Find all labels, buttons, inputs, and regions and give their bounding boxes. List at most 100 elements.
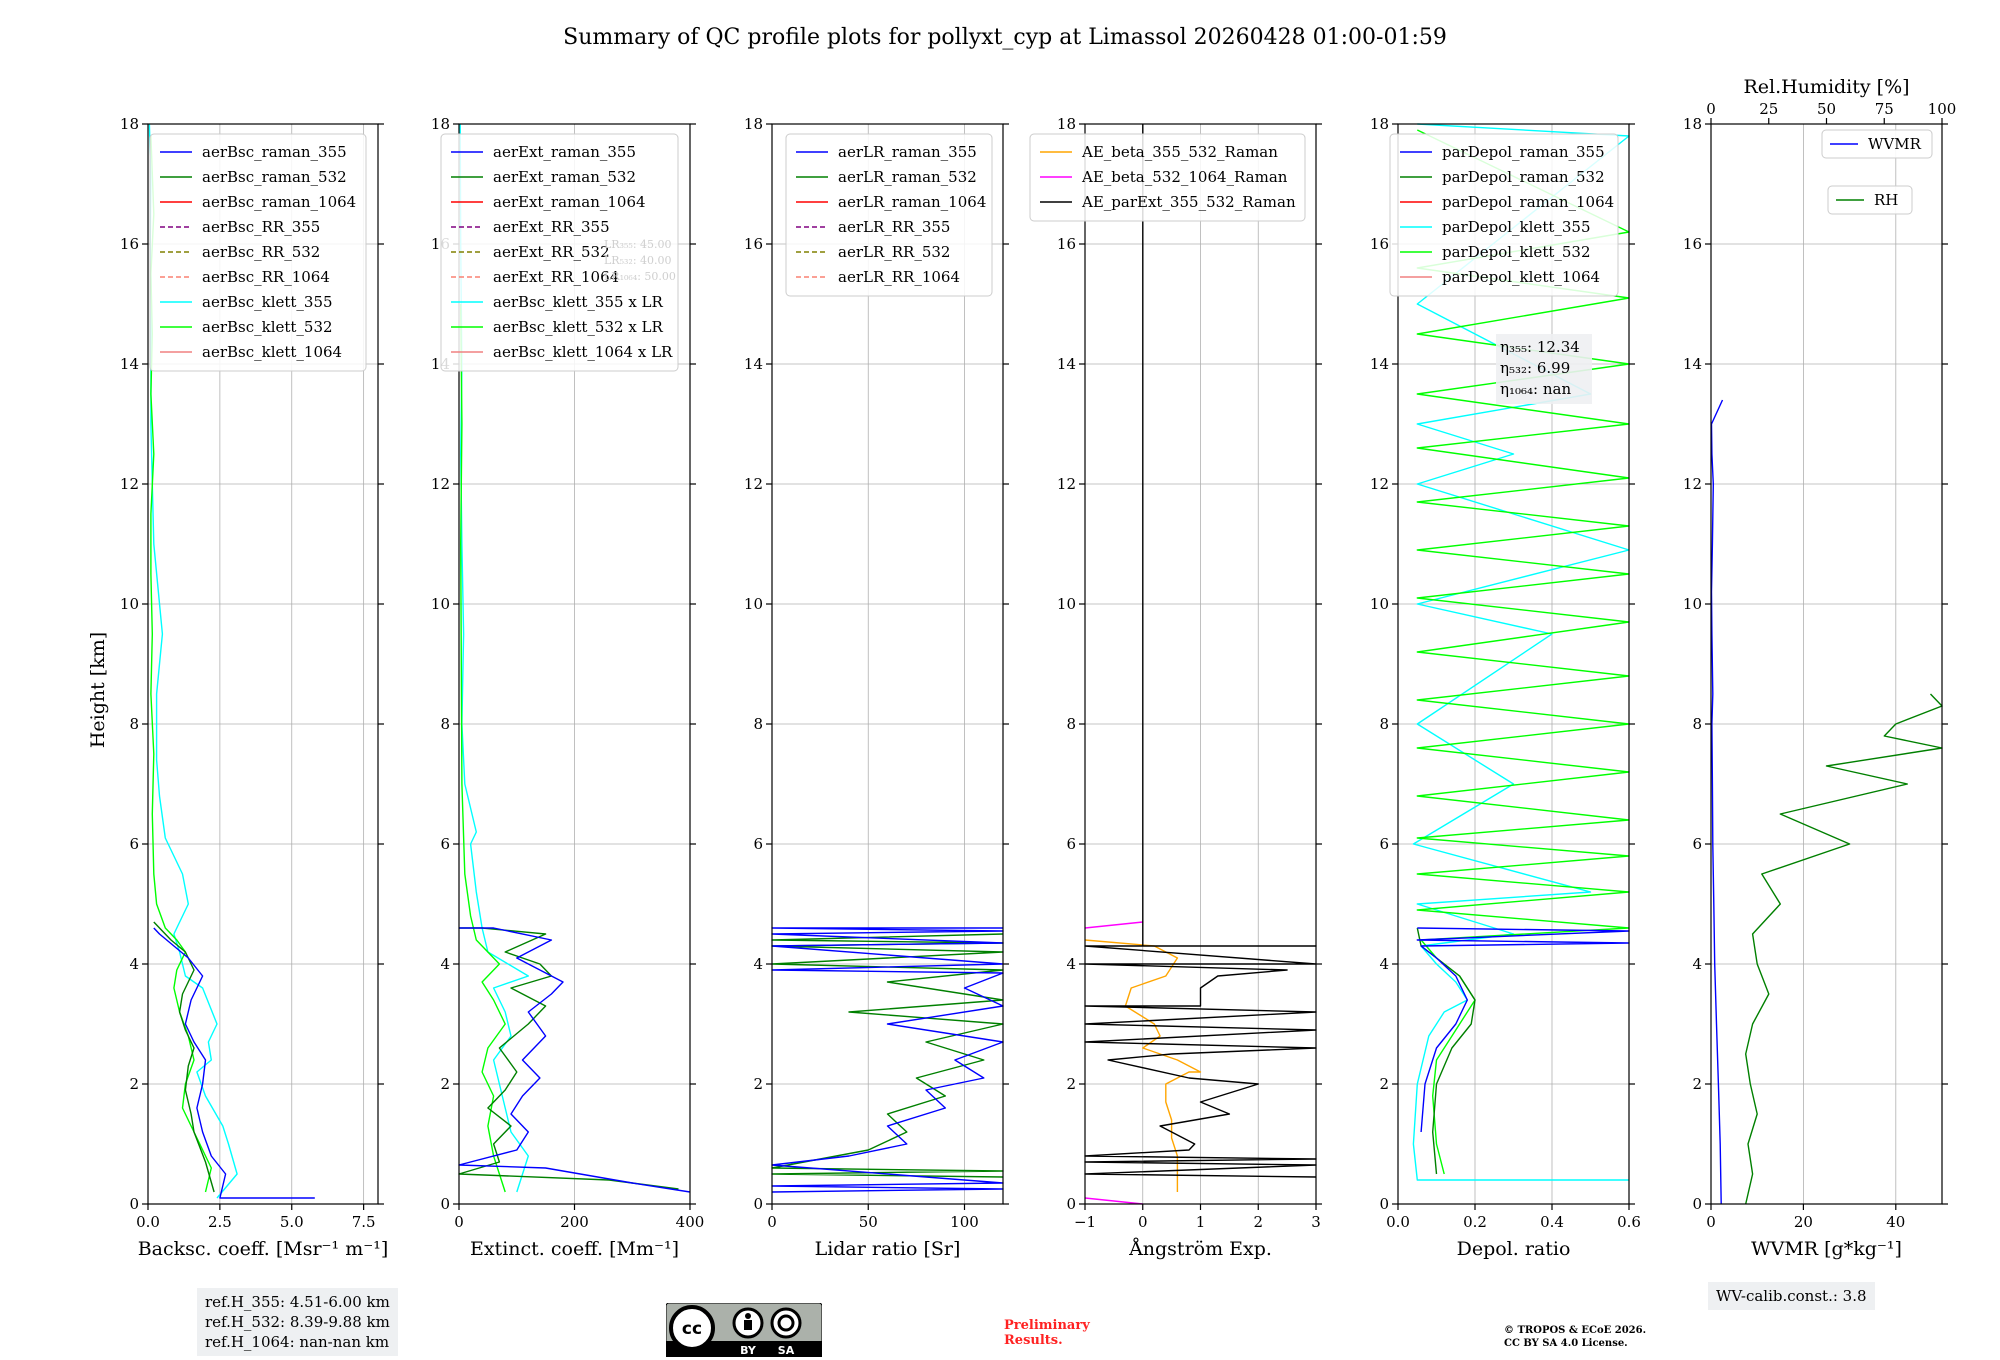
series-AE_parExt_355_532_Raman [1084,124,1317,1178]
panel-lr: 0 2 4 6 8 10 12 14 16 18 0 50 100 Lidar ratio [Sr] aer… [744,115,1009,1260]
ytick-label: 14 [1683,355,1702,373]
legend-label: aerLR_raman_532 [838,168,977,186]
lr-note: LR₁₀₆₄: 50.00 [604,270,676,283]
xtick-label: 5.0 [280,1213,304,1231]
legend-label: RH [1874,191,1898,209]
series-group-bsc [148,123,315,1199]
series-aerBsc_klett_532 x LR [460,303,506,1193]
legend-label: aerExt_raman_532 [493,168,636,186]
legend-label: parDepol_raman_355 [1442,143,1605,161]
preliminary-note: Preliminary Results. [1004,1318,1090,1348]
ytick-label: 18 [431,115,450,133]
series-AE_beta_532_1064_Raman_top [1084,921,1143,929]
ytick-label: 16 [1683,235,1702,253]
legend-label: aerLR_raman_355 [838,143,977,161]
lr-note: LR₃₅₅: 45.00 [604,238,672,251]
axes-frame-lr [771,123,1004,1205]
series-AE_beta_532_1064_Raman [1084,1197,1143,1205]
ytick-label: 12 [431,475,450,493]
ytick-label: 2 [129,1075,139,1093]
ytick-label: 16 [120,235,139,253]
xtick-label: 0.0 [1386,1213,1410,1231]
axes-frame-depol [1397,123,1630,1205]
figure-title: Summary of QC profile plots for pollyxt_… [563,25,1447,50]
by-label: BY [740,1344,757,1357]
ytick-label: 14 [120,355,139,373]
ytick-label: 8 [1692,715,1702,733]
ytick-label: 6 [1066,835,1076,853]
ytick-label: 0 [129,1195,139,1213]
ytick-label: 4 [1066,955,1076,973]
top-axis-label: Rel.Humidity [%] [1743,76,1909,98]
xtick-label: 50 [859,1213,878,1231]
ytick-label: 16 [1370,235,1389,253]
ytick-label: 8 [753,715,763,733]
xtick-label: 2.5 [208,1213,232,1231]
xtick-label: −1 [1074,1213,1096,1231]
legend-label: AE_beta_355_532_Raman [1081,143,1278,161]
ytick-label: 0 [1066,1195,1076,1213]
copyright-line-2: CC BY SA 4.0 License. [1504,1338,1628,1349]
ytick-label: 2 [1692,1075,1702,1093]
xtick-label: 7.5 [352,1213,376,1231]
eta-note: η₃₅₅: 12.34 [1500,338,1580,356]
eta-note: η₅₃₂: 6.99 [1500,359,1570,377]
ytick-label: 12 [744,475,763,493]
x-axis-label-depol: Depol. ratio [1457,1238,1571,1260]
wv-calib-box: WV-calib.const.: 3.8 [1708,1282,1875,1310]
ytick-label: 14 [1370,355,1389,373]
ytick-label: 10 [1683,595,1702,613]
xtick-label: 0 [767,1213,777,1231]
ytick-label: 14 [744,355,763,373]
ytick-label: 0 [753,1195,763,1213]
x-axis-label-ae: Ångström Exp. [1128,1238,1272,1260]
ytick-label: 16 [1057,235,1076,253]
ytick-label: 6 [753,835,763,853]
ytick-label: 4 [1692,955,1702,973]
legend-wv-1: RH [1827,185,1913,215]
series-aerBsc_klett_532 [150,135,213,1193]
preliminary-line-1: Preliminary [1004,1318,1090,1333]
series-group-lr [771,927,1004,1193]
ytick-label: 8 [440,715,450,733]
xtick-label: 0 [454,1213,464,1231]
series-aerExt_raman_532 [458,927,679,1190]
ytick-label: 8 [1066,715,1076,733]
ytick-label: 6 [129,835,139,853]
panel-bsc: 0 2 4 6 8 10 12 14 16 18 0.0 2.5 5.0 7.5 Backsc. coeff… [120,115,388,1260]
legend-label: parDepol_raman_532 [1442,168,1605,186]
ytick-label: 2 [440,1075,450,1093]
ytick-label: 12 [1683,475,1702,493]
series-aerBsc_raman_532 [153,921,215,1193]
legend-ext: aerExt_raman_355 aerExt_raman_532 aerExt_r… [440,133,679,372]
legend-label: aerBsc_raman_1064 [202,193,356,211]
top-xtick-label: 50 [1817,100,1836,118]
top-xtick-label: 100 [1928,100,1957,118]
series-parDepol_klett_355 [1412,123,1630,1181]
legend-label: aerLR_RR_532 [838,243,950,261]
grid-wv [1710,123,1942,1205]
ytick-label: 0 [1379,1195,1389,1213]
xtick-label: 0 [1706,1213,1716,1231]
legend-label: WVMR [1868,135,1922,153]
panel-depol: 0 2 4 6 8 10 12 14 16 18 0.0 0.2 0.4 0.6 Depol. ratio p… [1370,115,1641,1260]
series-group-wv [1710,399,1943,1205]
legend-label: aerBsc_raman_532 [202,168,347,186]
legend-label: aerExt_raman_1064 [493,193,646,211]
ytick-label: 6 [1379,835,1389,853]
ytick-label: 6 [1692,835,1702,853]
ytick-label: 12 [1057,475,1076,493]
axes-frame-wv [1710,123,1943,1205]
series-WVMR [1710,399,1724,1205]
legend-label: aerExt_RR_355 [493,218,610,236]
legend-label: parDepol_klett_355 [1442,218,1591,236]
series-parDepol_raman_532 [1416,927,1476,1175]
legend-label: aerBsc_klett_1064 x LR [493,343,673,361]
legend-lr: aerLR_raman_355 aerLR_raman_532 aerLR_rama… [785,133,993,297]
ytick-label: 18 [120,115,139,133]
ytick-label: 18 [1370,115,1389,133]
x-axis-label-ext: Extinct. coeff. [Mm⁻¹] [470,1238,679,1260]
sa-icon [770,1307,802,1339]
